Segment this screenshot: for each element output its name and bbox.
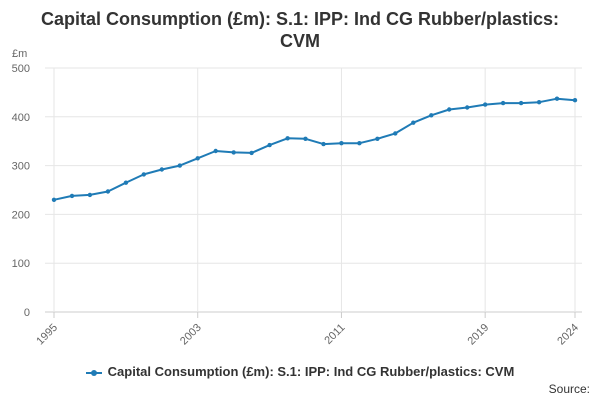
data-point-2015[interactable] xyxy=(411,120,416,125)
legend: Capital Consumption (£m): S.1: IPP: Ind … xyxy=(0,364,600,379)
data-point-2002[interactable] xyxy=(177,163,182,168)
series-layer xyxy=(51,96,578,202)
data-point-2019[interactable] xyxy=(483,102,488,107)
data-point-2000[interactable] xyxy=(141,172,146,177)
data-point-1996[interactable] xyxy=(69,193,75,199)
data-point-2013[interactable] xyxy=(375,136,380,141)
data-point-2022[interactable] xyxy=(536,100,542,105)
data-point-2003[interactable] xyxy=(195,156,200,161)
data-point-1995[interactable] xyxy=(51,197,57,202)
data-point-2011[interactable] xyxy=(339,141,344,146)
x-tick-label-2019: 2019 xyxy=(465,322,491,348)
series-line-0 xyxy=(53,97,576,201)
data-point-2012[interactable] xyxy=(357,141,362,146)
data-point-2008[interactable] xyxy=(285,136,290,141)
legend-label: Capital Consumption (£m): S.1: IPP: Ind … xyxy=(107,364,515,379)
x-tick-label-1995: 1995 xyxy=(34,322,60,348)
data-point-2006[interactable] xyxy=(249,150,254,156)
y-tick-label-500: 500 xyxy=(12,63,30,75)
data-point-2009[interactable] xyxy=(303,136,308,141)
data-point-2023[interactable] xyxy=(554,96,560,101)
y-tick-label-400: 400 xyxy=(12,112,30,124)
grid-lines xyxy=(45,67,582,313)
data-point-2010[interactable] xyxy=(321,141,326,147)
data-point-2004[interactable] xyxy=(213,148,218,154)
x-tick-label-2011: 2011 xyxy=(322,322,347,347)
chart-title: Capital Consumption (£m): S.1: IPP: Ind … xyxy=(0,8,600,52)
chart-title-line-2: CVM xyxy=(280,31,320,51)
chart-title-line-1: Capital Consumption (£m): S.1: IPP: Ind … xyxy=(40,9,560,29)
axes: 0 100 200 300 400 500 £m 1995 2003 2011 2019 2024 xyxy=(12,48,581,347)
data-point-2018[interactable] xyxy=(465,105,470,110)
data-point-2017[interactable] xyxy=(447,107,452,112)
data-point-1999[interactable] xyxy=(123,180,129,185)
source-label: Source: xyxy=(548,382,590,396)
data-point-2020[interactable] xyxy=(500,100,506,106)
legend-marker-icon xyxy=(85,368,102,378)
data-point-1997[interactable] xyxy=(87,192,93,198)
y-tick-label-100: 100 xyxy=(12,258,30,270)
y-axis-unit-label: £m xyxy=(12,48,27,60)
data-point-2001[interactable] xyxy=(159,167,164,172)
data-point-2016[interactable] xyxy=(429,113,434,118)
data-point-2007[interactable] xyxy=(267,142,272,148)
x-tick-label-2003: 2003 xyxy=(178,322,204,348)
data-point-2014[interactable] xyxy=(393,131,398,136)
data-point-2005[interactable] xyxy=(231,150,236,155)
data-point-2024[interactable] xyxy=(572,98,578,103)
data-point-1998[interactable] xyxy=(105,189,111,194)
y-tick-label-300: 300 xyxy=(12,161,30,173)
x-tick-label-2024: 2024 xyxy=(555,322,581,348)
y-tick-label-200: 200 xyxy=(12,209,30,221)
y-tick-label-0: 0 xyxy=(24,307,30,319)
data-point-2021[interactable] xyxy=(518,100,524,106)
